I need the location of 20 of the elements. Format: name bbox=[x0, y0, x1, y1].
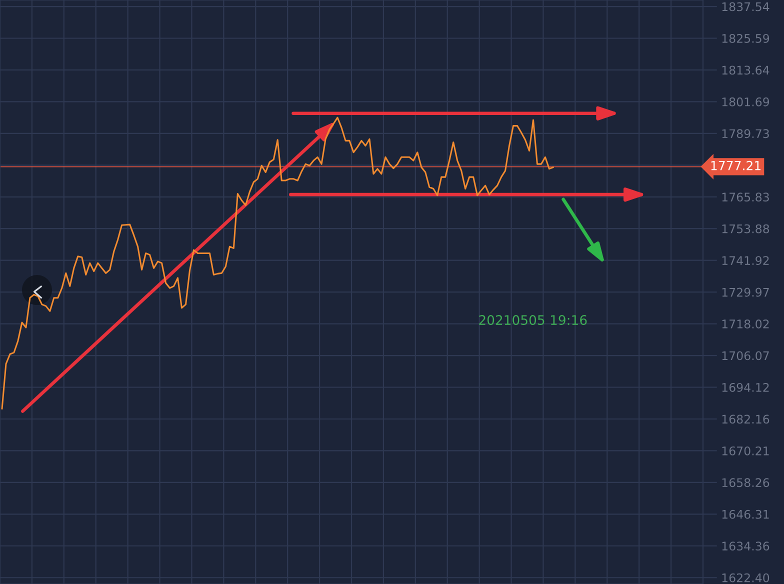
y-tick-label: 1753.88 bbox=[722, 224, 770, 234]
y-tick-label: 1789.73 bbox=[722, 129, 769, 138]
annotation: 20210505 19:16 bbox=[479, 315, 587, 326]
ref-line-label: 1777.21 bbox=[711, 160, 760, 170]
y-tick-label: 1718.02 bbox=[722, 320, 769, 328]
y-tick-label: 1622.40 bbox=[722, 573, 770, 582]
y-tick-label: 1682.16 bbox=[722, 414, 770, 424]
y-tick-label: 1801.69 bbox=[722, 97, 770, 106]
y-tick-label: 1670.21 bbox=[722, 446, 769, 456]
y-tick-label: 1825.59 bbox=[722, 34, 770, 43]
y-tick-label: 1706.07 bbox=[722, 351, 769, 360]
y-tick-label: 1765.83 bbox=[722, 192, 769, 202]
y-tick-label: 1837.54 bbox=[722, 2, 770, 12]
y-tick-label: 1694.12 bbox=[722, 382, 769, 392]
y-tick-label: 1646.31 bbox=[722, 510, 769, 519]
y-tick-label: 1741.92 bbox=[722, 256, 769, 266]
y-tick-label: 1658.26 bbox=[722, 478, 770, 488]
y-tick-label: 1813.64 bbox=[722, 66, 770, 75]
y-tick-label: 1729.97 bbox=[722, 288, 769, 297]
y-tick-label: 1634.36 bbox=[722, 542, 770, 551]
